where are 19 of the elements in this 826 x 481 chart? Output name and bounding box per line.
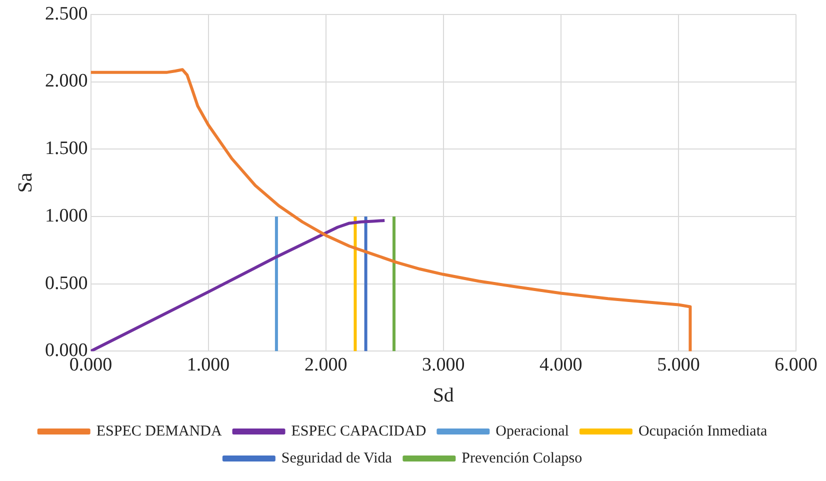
x-tick-label: 1.000 (186, 354, 230, 376)
y-tick-label: 2.000 (45, 70, 88, 92)
x-tick-label: 3.000 (422, 354, 465, 376)
y-tick-label: 2.500 (45, 3, 88, 24)
y-axis-title: Sa (14, 172, 36, 193)
x-tick-label: 5.000 (657, 354, 700, 376)
legend-label: ESPEC CAPACIDAD (291, 423, 426, 440)
x-axis-title: Sd (432, 384, 454, 406)
y-tick-label: 1.000 (45, 205, 88, 226)
y-tick-label: 1.500 (45, 138, 88, 160)
legend-label: ESPEC DEMANDA (96, 423, 222, 440)
x-tick-label: 4.000 (540, 354, 582, 376)
legend-label: Seguridad de Vida (281, 450, 392, 466)
legend-label: Ocupación Inmediata (638, 423, 768, 440)
legend-label: Prevención Colapso (462, 450, 582, 466)
x-tick-label: 2.000 (304, 354, 348, 376)
y-tick-label: 0.500 (45, 272, 88, 294)
legend-label: Operacional (496, 423, 569, 440)
x-tick-label: 6.000 (774, 354, 818, 376)
